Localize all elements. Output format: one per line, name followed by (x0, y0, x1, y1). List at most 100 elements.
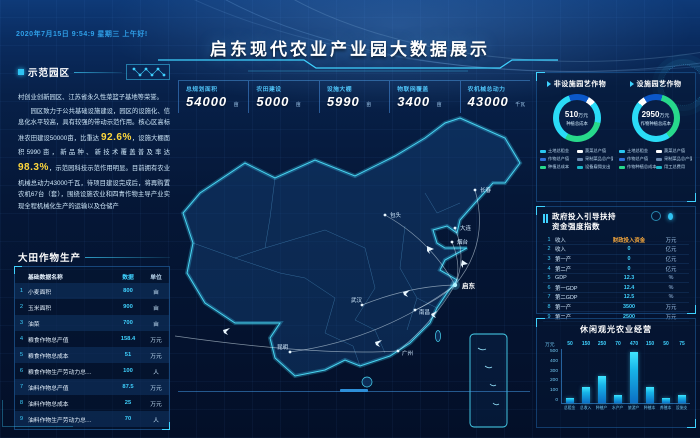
stat-label: 农田建设 (256, 87, 282, 93)
divider (74, 71, 122, 73)
donut-gauge: 2950万元 作物种植总成本 (631, 94, 680, 142)
field-crops-table: 基础数据名称 数据 单位 1 小麦面积 800 亩 2 玉米面积 900 亩 3 油菜 700 亩… (14, 266, 170, 430)
table-row: 9 第二产 2500 万元 (543, 312, 689, 322)
decor-corner (2, 400, 73, 427)
divider (85, 256, 170, 258)
stat-total-planned-area: 总规划面积 54000 亩 (178, 81, 248, 113)
bar (662, 397, 670, 403)
stat-iot-coverage: 物联网覆盖 3400 亩 (389, 81, 459, 113)
stat-label: 设施大棚 (326, 87, 353, 93)
government-funding-panel: 政府投入引导扶持 资金强度指数 1 收入 财政投入资金 万元 2 收入 0 亿元 3 第一产 0… (536, 206, 696, 322)
stat-unit: 亩 (295, 102, 301, 108)
donut-gauge: 510万元 种植总成本 (552, 94, 601, 142)
horticulture-gauges-panel: 非设施园艺作物 设施园艺作物 510万元 种植总成本 土地总租金 蔬菜总产值 作… (536, 72, 696, 202)
stat-value: 43000 (467, 94, 509, 109)
bar (678, 394, 686, 403)
stat-farmland-construction: 农田建设 5000 亩 (248, 81, 318, 113)
triangle-icon (629, 81, 634, 87)
decor-line (340, 389, 368, 392)
decor-rings (662, 64, 700, 106)
table-row: 3 油菜 700 亩 (15, 315, 169, 331)
col-header: 基础数据名称 (28, 274, 63, 281)
map-city-label: 大连 (460, 224, 472, 232)
bar-column: 250 (596, 341, 608, 403)
table-row: 4 粮食作物总产值 158.4 万元 (19, 336, 162, 344)
stat-machinery-power: 农机械总动力 43000 千瓦 (459, 81, 530, 113)
map-city-label: 南昌 (419, 308, 430, 316)
table-row: 9 油料作物生产劳动力总… 70 人 (15, 411, 169, 427)
y-axis-ticks: 500 400 300 200 100 0 (549, 349, 558, 403)
stat-label: 物联网覆盖 (397, 87, 429, 93)
table-row: 7 第二GDP 12.5% (543, 293, 689, 303)
leisure-agriculture-panel: 休闲观光农业经营 万元 500 400 300 200 100 0 50 150 25… (536, 318, 696, 428)
table-row: 4 第二产 0 亿元 (543, 264, 689, 274)
table-row: 3 第一产 0 亿元 (543, 255, 689, 265)
gauge-panel-title: 非设施园艺作物 (537, 79, 616, 89)
gauge-caption: 作物种植总成本 (640, 121, 671, 127)
chart-title: 休闲观光农业经营 (580, 325, 652, 334)
bar-column: 50 (564, 341, 576, 403)
bar (614, 395, 622, 403)
circuit-decoration-icon (126, 64, 170, 80)
stat-value: 5990 (326, 94, 360, 109)
col-header: 单位 (150, 274, 162, 281)
province-borders (192, 177, 461, 367)
field-crops-section-title: 大田作物生产 (18, 250, 170, 264)
bar-column: 75 (676, 341, 688, 403)
section-title-text: 示范园区 (28, 68, 71, 79)
demo-park-section-title: 示范园区 (18, 64, 170, 80)
stat-unit: 亩 (436, 102, 442, 108)
table-row: 2 收入 0 亿元 (543, 245, 689, 255)
table-row: 8 第一产 3500 万元 (543, 303, 689, 313)
table-row: 6 粮食作物生产劳动力总… 100 人 (19, 368, 159, 376)
stat-unit: 亩 (233, 102, 239, 108)
gauge-legend: 土地总租金 蔬菜总产值 作物总产值 采制菜品总产值 种植总成本 设备雇佣支出 (537, 147, 616, 171)
gauge-value: 510万元 (564, 109, 589, 119)
ring-icon (651, 211, 661, 221)
datetime-text: 2020年7月15日 9:54:9 星期三 上午好! (16, 31, 148, 38)
map-city-label: 广州 (402, 349, 413, 357)
highlight-percent: 98.3% (18, 162, 49, 174)
bar (598, 376, 606, 403)
col-header: 数据 (122, 274, 134, 281)
page-title: 启东现代农业产业园大数据展示 (210, 40, 490, 59)
stat-unit: 千瓦 (515, 102, 526, 108)
table-row: 6 第一GDP 12.4% (543, 283, 689, 294)
map-city-label: 烟台 (457, 238, 469, 246)
plot-area: 50 150 250 70 470 150 50 75 (561, 341, 690, 404)
city-markers: 长春 包头 大连 烟台 启东 武汉 南昌 昆明 广州 (277, 186, 492, 357)
bar-column: 70 (612, 341, 624, 403)
bar-chart: 万元 500 400 300 200 100 0 50 150 250 70 470 … (545, 341, 691, 421)
map-city-label-main: 启东 (462, 281, 476, 290)
table-row: 1 小麦面积 800 亩 (15, 283, 169, 299)
china-outline (180, 115, 523, 379)
demo-park-paragraph: 村创业创新园区、江苏省永久性菜篮子基地等荣誉。 园区致力于公共基础设施建设，园区… (18, 92, 170, 212)
stat-greenhouse: 设施大棚 5990 亩 (318, 81, 389, 113)
table-row: 5 粮食作物总成本 51 万元 (15, 347, 169, 363)
map-city-label: 昆明 (277, 344, 289, 351)
gov-panel-title: 政府投入引导扶持 资金强度指数 (552, 212, 616, 231)
triangle-icon (546, 81, 551, 87)
nanhai-inset-box (469, 333, 508, 428)
table-row: 2 玉米面积 900 亩 (19, 304, 159, 312)
gauge-caption: 种植总成本 (565, 121, 588, 127)
stat-value: 54000 (186, 94, 228, 109)
paragraph-text: 园区致力于公共基础设施建设，园区的设施化、信息化水平较高，具有较强的带动示范作用… (18, 107, 170, 210)
x-axis-labels: 总租金 总收入 种植产 水产产 旅游产 种植本 养殖本 设施支 (563, 405, 688, 410)
bar-column: 150 (580, 341, 592, 403)
bar-column: 150 (644, 341, 656, 403)
section-title-text: 大田作物生产 (18, 253, 82, 264)
kpi-stats-row: 总规划面积 54000 亩 农田建设 5000 亩 设施大棚 5990 亩 物联… (178, 80, 530, 113)
dot-icon (668, 213, 673, 220)
table-row: 8 油料作物总成本 25 万元 (19, 400, 162, 408)
map-city-label: 武汉 (351, 296, 363, 304)
bar (582, 386, 590, 403)
bar (630, 352, 638, 403)
title-underline-decoration (158, 59, 558, 72)
stat-value: 3400 (397, 94, 431, 109)
paragraph-text: 村创业创新园区、江苏省永久性菜篮子基地等荣誉。 (18, 94, 163, 101)
hainan-island (361, 376, 373, 388)
y-axis-unit: 万元 (545, 343, 555, 348)
qidong-marker (452, 282, 458, 288)
